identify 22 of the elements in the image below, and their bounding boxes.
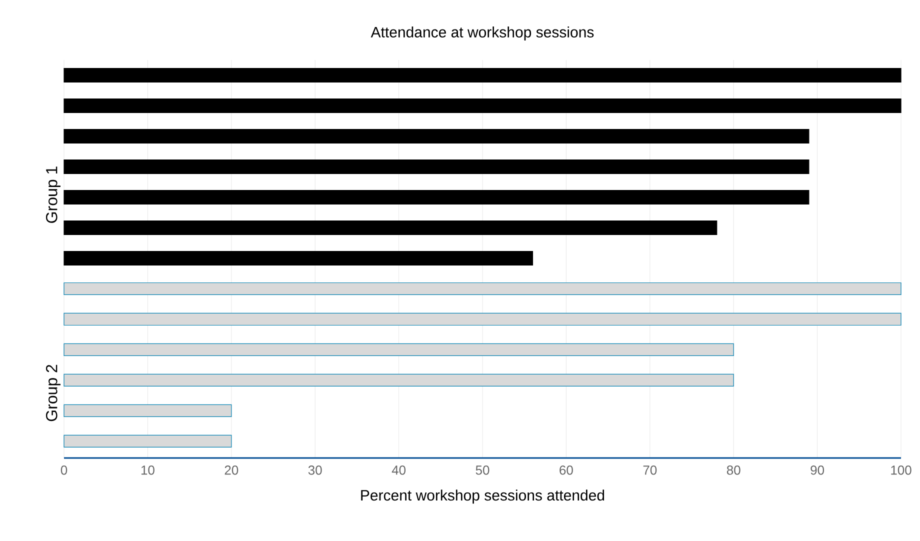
x-tick-label: 60 xyxy=(560,466,573,475)
text: Group 2 xyxy=(46,364,60,422)
x-tick-label: 50 xyxy=(476,466,490,475)
x-tick-label: 90 xyxy=(810,466,824,475)
bar xyxy=(64,128,810,144)
x-tick-label: 40 xyxy=(392,466,406,475)
x-axis-title: Percent workshop sessions attended xyxy=(361,490,604,504)
bar xyxy=(64,220,718,236)
x-tick-label: 70 xyxy=(643,466,657,475)
x-tick-label: 10 xyxy=(141,466,154,475)
bar xyxy=(64,250,534,266)
bar xyxy=(64,159,810,174)
chart-title: Attendance at workshop sessions xyxy=(370,26,594,40)
text: Group 1 xyxy=(46,166,60,223)
x-tick-label: 80 xyxy=(726,466,740,475)
bar xyxy=(64,68,902,83)
bar xyxy=(64,98,902,114)
x-tick-label: 20 xyxy=(224,466,238,475)
x-tick-label: 30 xyxy=(308,466,322,475)
x-tick-label: 0 xyxy=(60,466,68,475)
bar xyxy=(64,190,810,205)
x-tick-label: 100 xyxy=(891,466,912,475)
